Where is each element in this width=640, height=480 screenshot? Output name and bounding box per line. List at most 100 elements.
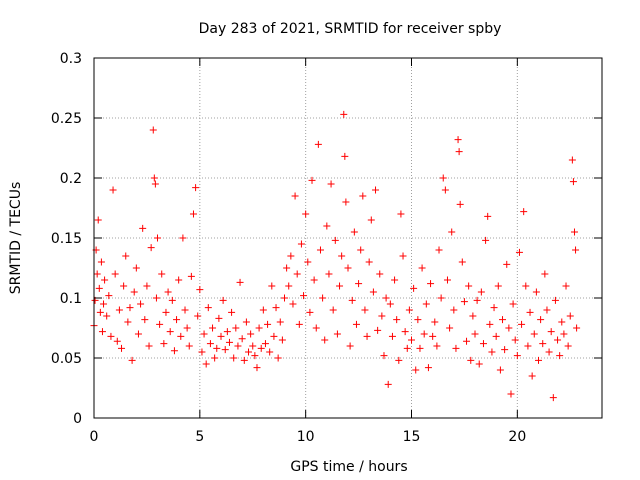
- data-point: [168, 296, 176, 304]
- data-point: [369, 288, 377, 296]
- x-axis-label: GPS time / hours: [290, 459, 407, 475]
- data-point: [270, 332, 278, 340]
- y-axis-ticks: 0 0.05 0.1 0.15 0.2 0.25 0.3: [51, 51, 602, 427]
- data-point: [147, 244, 155, 252]
- data-point: [482, 236, 490, 244]
- data-point: [528, 372, 536, 380]
- data-point: [107, 332, 115, 340]
- data-point: [206, 340, 214, 348]
- data-point: [251, 352, 259, 360]
- y-tick-label: 0.05: [51, 351, 82, 367]
- data-point: [520, 208, 528, 216]
- data-point: [154, 234, 161, 242]
- data-point: [183, 324, 191, 332]
- data-point: [346, 342, 354, 350]
- data-point: [175, 276, 183, 284]
- data-point: [283, 264, 291, 272]
- data-point: [361, 306, 369, 314]
- data-point: [429, 332, 437, 340]
- data-point: [302, 210, 310, 218]
- data-point: [120, 282, 128, 290]
- data-point: [439, 174, 447, 182]
- data-point: [511, 336, 519, 344]
- data-point: [240, 356, 248, 364]
- data-point: [285, 282, 293, 290]
- data-point: [374, 326, 382, 334]
- data-point: [405, 306, 413, 314]
- data-point: [416, 344, 424, 352]
- data-point: [134, 330, 142, 338]
- data-point: [467, 356, 475, 364]
- data-point: [158, 270, 166, 278]
- data-point: [272, 304, 280, 312]
- data-point: [95, 284, 103, 292]
- data-point: [437, 294, 445, 302]
- data-point: [173, 316, 181, 324]
- data-point: [452, 344, 460, 352]
- data-point: [257, 344, 265, 352]
- data-point: [507, 390, 515, 398]
- data-point: [479, 340, 487, 348]
- data-point: [560, 330, 568, 338]
- data-point: [170, 347, 178, 355]
- data-point: [469, 312, 477, 320]
- data-point: [450, 306, 458, 314]
- data-point: [473, 296, 481, 304]
- data-point: [150, 174, 158, 182]
- data-point: [253, 364, 261, 372]
- data-point: [465, 282, 473, 290]
- data-point: [399, 252, 407, 260]
- data-point: [164, 288, 172, 296]
- data-point: [291, 192, 299, 200]
- data-point: [304, 258, 312, 266]
- data-point: [281, 294, 288, 302]
- data-point: [189, 210, 197, 218]
- data-point: [310, 276, 318, 284]
- data-point: [424, 364, 432, 372]
- y-tick-label: 0.2: [60, 171, 82, 187]
- data-point: [455, 148, 463, 156]
- data-point: [572, 246, 580, 254]
- data-point: [266, 348, 274, 356]
- data-point: [492, 332, 500, 340]
- data-point: [217, 332, 225, 340]
- data-point: [126, 304, 134, 312]
- data-point: [316, 246, 324, 254]
- data-point: [242, 318, 250, 326]
- data-point: [537, 316, 545, 324]
- data-point: [541, 270, 549, 278]
- data-point: [122, 252, 130, 260]
- data-point: [327, 180, 335, 188]
- data-point: [570, 228, 578, 236]
- data-point: [384, 380, 392, 388]
- data-point: [255, 324, 263, 332]
- data-point: [359, 192, 367, 200]
- data-point: [319, 294, 327, 302]
- data-point: [475, 360, 483, 368]
- data-point: [94, 216, 102, 224]
- data-point: [357, 246, 365, 254]
- data-point: [245, 348, 253, 356]
- data-point: [329, 306, 337, 314]
- data-point: [532, 288, 540, 296]
- data-point: [192, 184, 200, 192]
- data-point: [446, 324, 454, 332]
- data-point: [325, 270, 333, 278]
- data-point: [278, 336, 286, 344]
- data-point: [471, 330, 479, 338]
- data-point: [503, 260, 511, 268]
- data-point: [505, 324, 513, 332]
- data-point: [223, 328, 231, 336]
- data-point: [549, 394, 557, 402]
- data-point: [486, 320, 494, 328]
- data-point: [393, 316, 401, 324]
- data-point: [132, 264, 140, 272]
- data-point: [363, 332, 371, 340]
- data-point: [300, 292, 308, 300]
- x-tick-label: 15: [403, 429, 421, 445]
- data-point: [463, 337, 471, 345]
- data-point: [306, 308, 314, 316]
- data-point: [355, 280, 363, 288]
- data-point: [211, 354, 219, 362]
- data-point: [219, 296, 227, 304]
